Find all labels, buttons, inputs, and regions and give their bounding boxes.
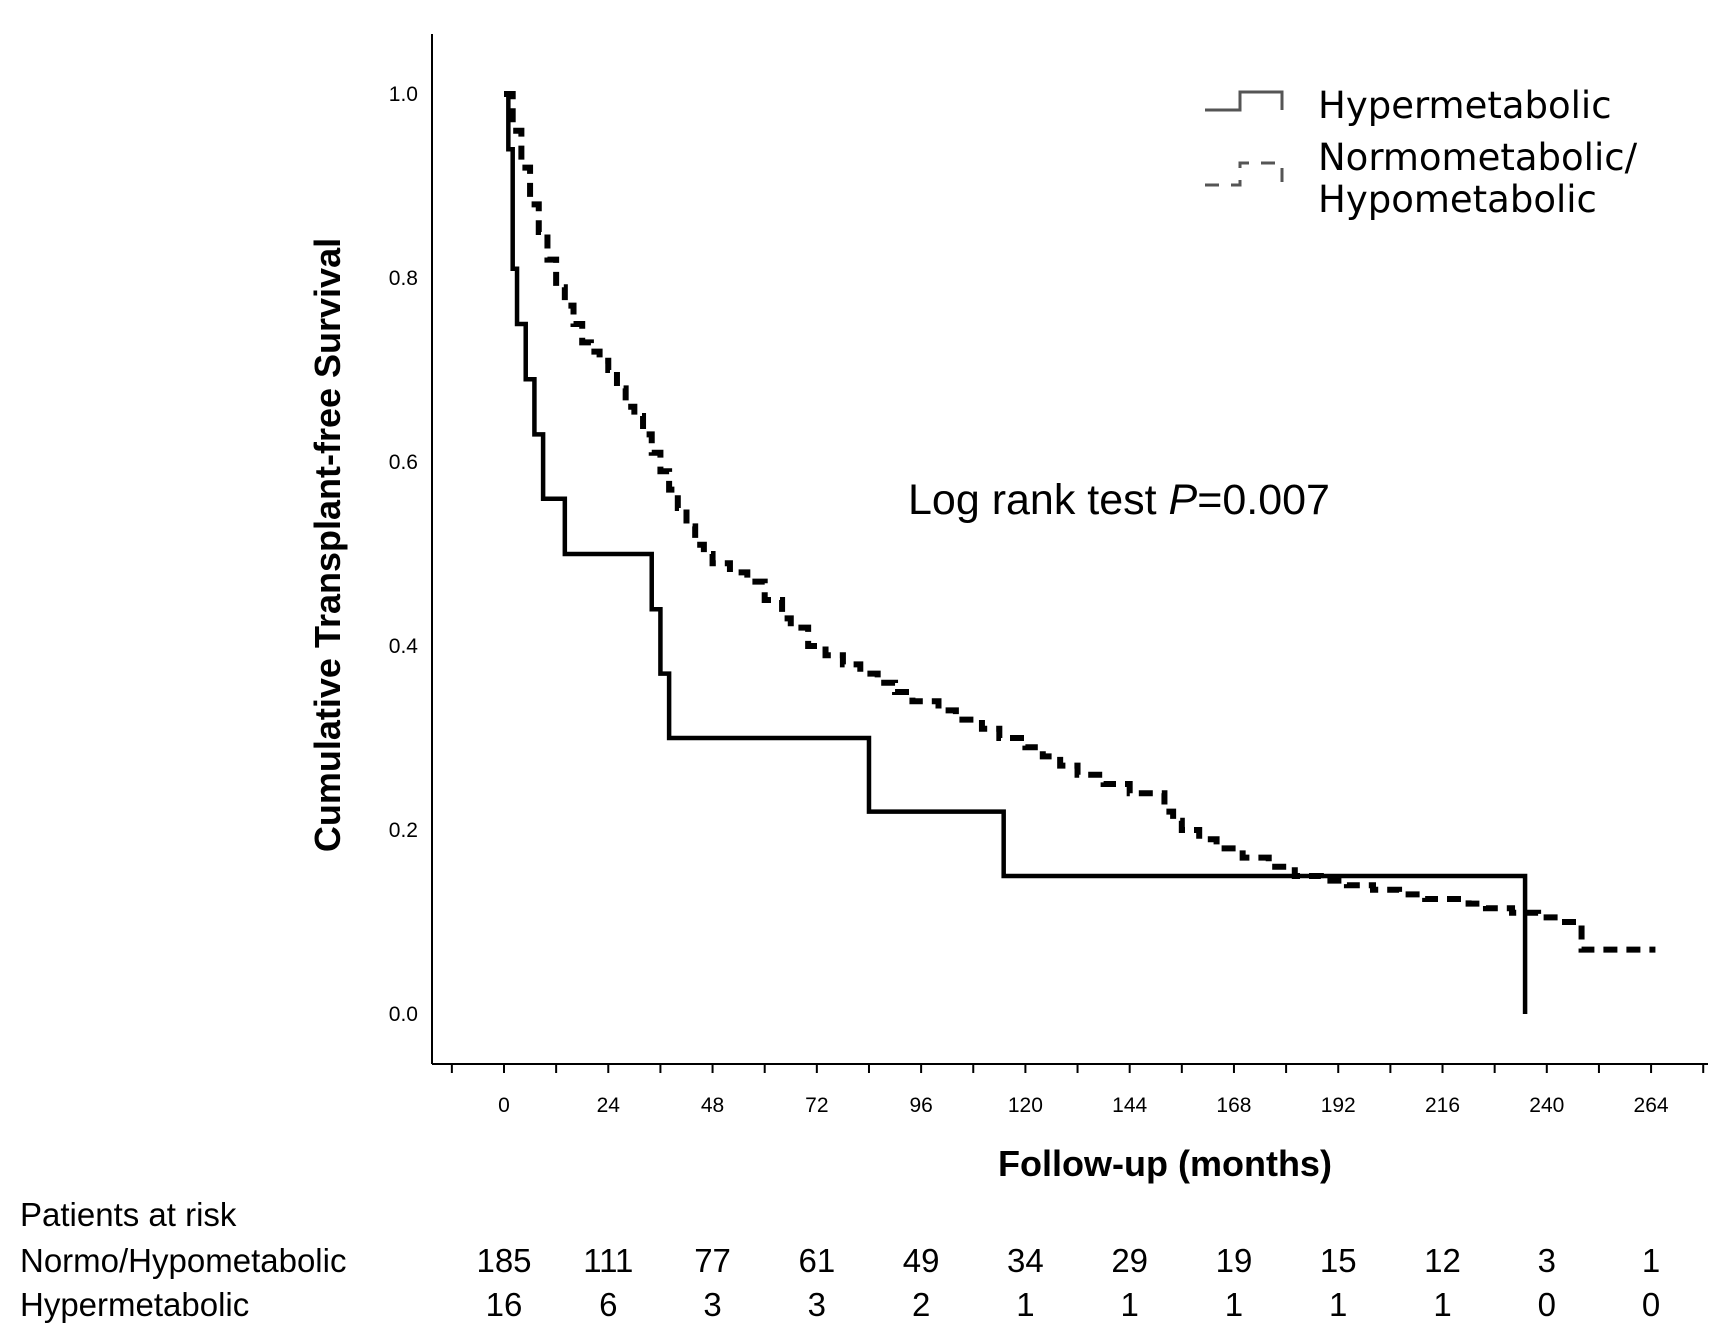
- y-tick-label: 0.8: [389, 267, 418, 290]
- x-tick-label: 120: [1008, 1094, 1043, 1117]
- x-tick-label: 144: [1112, 1094, 1147, 1117]
- risk-value-hyper: 0: [1538, 1286, 1556, 1323]
- x-tick-label: 168: [1216, 1094, 1251, 1117]
- legend-hypermetabolic-swatch: [1205, 90, 1284, 112]
- risk-value-hyper: 1: [1329, 1286, 1347, 1323]
- legend-normometabolic-label-line2: Hypometabolic: [1318, 178, 1597, 221]
- risk-value-normo: 19: [1216, 1242, 1253, 1279]
- risk-value-normo: 1: [1642, 1242, 1660, 1279]
- x-tick-label: 24: [597, 1094, 621, 1117]
- risk-value-normo: 61: [798, 1242, 835, 1279]
- y-tick-label: 0.0: [389, 1003, 418, 1026]
- risk-value-hyper: 1: [1225, 1286, 1243, 1323]
- y-tick-label: 0.4: [389, 635, 419, 658]
- risk-value-normo: 29: [1111, 1242, 1148, 1279]
- risk-row-label-normo: Normo/Hypometabolic: [20, 1242, 346, 1279]
- legend: Hypermetabolic Normometabolic/ Hypometab…: [1205, 84, 1638, 221]
- risk-value-normo: 12: [1424, 1242, 1461, 1279]
- x-tick-label: 72: [805, 1094, 828, 1117]
- risk-value-hyper: 1: [1121, 1286, 1139, 1323]
- x-tick-label: 264: [1634, 1094, 1669, 1117]
- legend-hypermetabolic-label: Hypermetabolic: [1318, 84, 1612, 127]
- legend-normometabolic-swatch: [1205, 161, 1284, 187]
- risk-value-hyper: 6: [599, 1286, 617, 1323]
- risk-value-hyper: 2: [912, 1286, 930, 1323]
- risk-value-normo: 34: [1007, 1242, 1044, 1279]
- x-tick-label: 96: [909, 1094, 932, 1117]
- log-rank-p-symbol: P: [1169, 476, 1198, 524]
- y-ticks: 0.0 0.2 0.4 0.6 0.8 1.0: [389, 83, 419, 1026]
- series-lines: [504, 91, 1656, 1014]
- risk-table: Patients at risk Normo/Hypometabolic Hyp…: [20, 1196, 1660, 1323]
- risk-table-title: Patients at risk: [20, 1196, 237, 1233]
- legend-normometabolic-label-line1: Normometabolic/: [1318, 136, 1638, 179]
- y-tick-label: 0.2: [389, 819, 418, 842]
- y-axis-title: Cumulative Transplant-free Survival: [307, 238, 348, 852]
- y-tick-label: 1.0: [389, 83, 418, 106]
- risk-value-normo: 185: [476, 1242, 531, 1279]
- normometabolic-curve: [504, 91, 1656, 953]
- risk-value-normo: 49: [903, 1242, 940, 1279]
- risk-value-hyper: 3: [703, 1286, 721, 1323]
- hypermetabolic-curve: [504, 91, 1528, 945]
- log-rank-value: =0.007: [1197, 476, 1330, 524]
- x-ticks: 0 24 48 72 96 120 144 168 192 216 240 264: [450, 1064, 1705, 1117]
- risk-value-hyper: 1: [1016, 1286, 1034, 1323]
- x-tick-label: 0: [498, 1094, 510, 1117]
- x-tick-label: 48: [701, 1094, 724, 1117]
- x-tick-label: 240: [1529, 1094, 1564, 1117]
- risk-value-normo: 15: [1320, 1242, 1357, 1279]
- risk-value-hyper: 0: [1642, 1286, 1660, 1323]
- log-rank-prefix: Log rank test: [908, 476, 1169, 524]
- risk-value-normo: 3: [1538, 1242, 1556, 1279]
- risk-row-label-hyper: Hypermetabolic: [20, 1286, 249, 1323]
- risk-value-normo: 111: [583, 1242, 633, 1279]
- risk-value-normo: 77: [694, 1242, 731, 1279]
- log-rank-annotation: Log rank test P=0.007: [908, 476, 1330, 524]
- risk-value-hyper: 1: [1433, 1286, 1451, 1323]
- x-tick-label: 216: [1425, 1094, 1460, 1117]
- x-tick-label: 192: [1321, 1094, 1356, 1117]
- risk-value-hyper: 3: [808, 1286, 826, 1323]
- risk-table-values: 185 111 77 61 49 34 29 19 15 12 3 116 6 3 3 2 1 1 1 1 1 0 0: [476, 1242, 1660, 1323]
- y-tick-label: 0.6: [389, 451, 418, 474]
- x-axis-title: Follow-up (months): [998, 1143, 1332, 1184]
- risk-value-hyper: 16: [486, 1286, 523, 1323]
